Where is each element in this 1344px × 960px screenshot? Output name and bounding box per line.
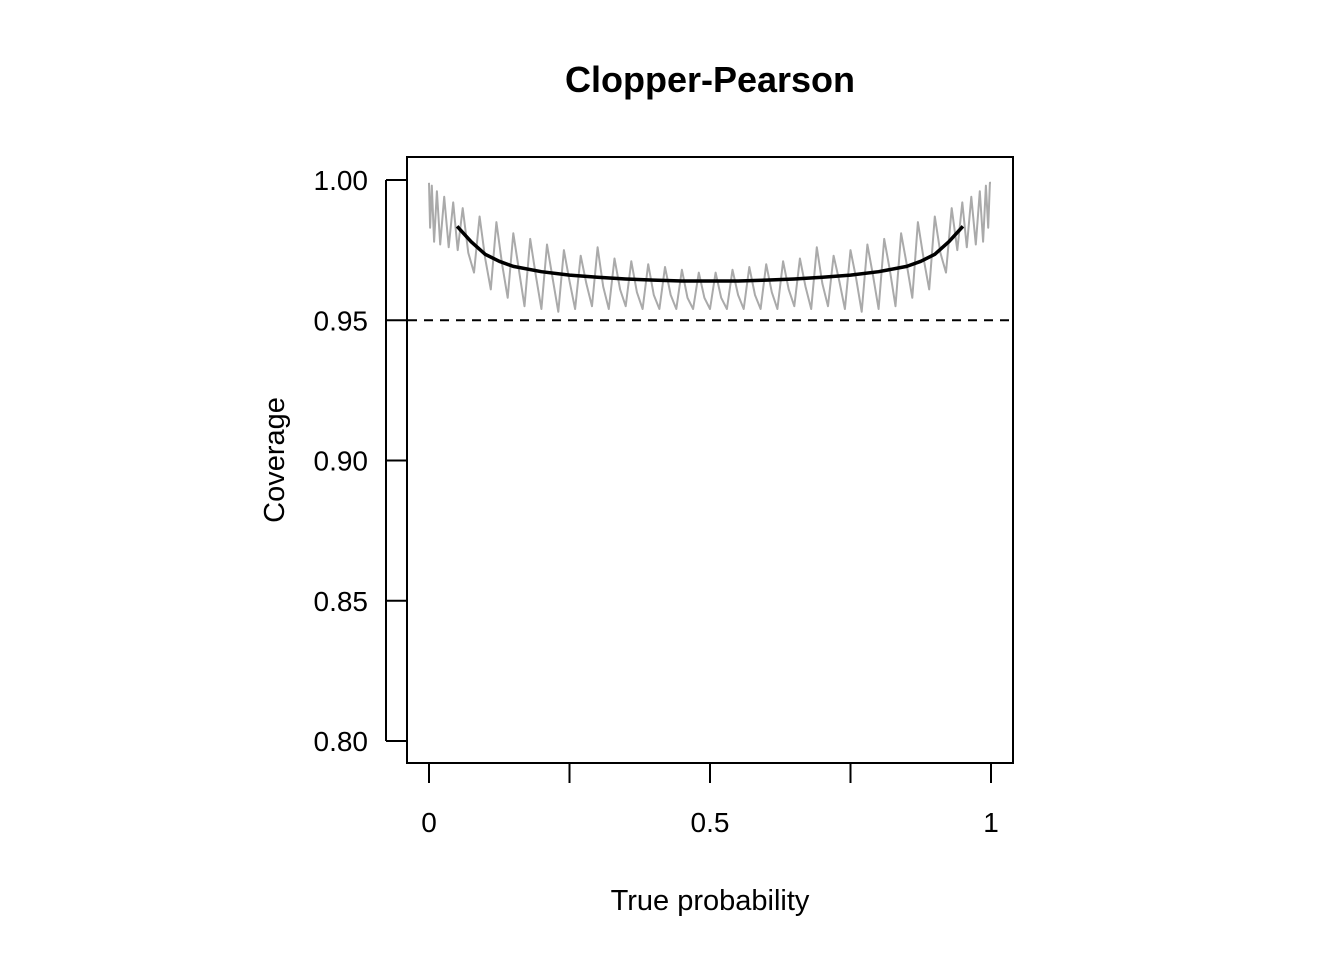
plot-frame [406, 156, 1014, 764]
smooth-coverage-line [455, 225, 965, 283]
x-axis-label: True probability [611, 885, 810, 917]
y-tick-label: 1.00 [314, 165, 369, 196]
series-layer [428, 181, 991, 313]
y-axis: 0.80 0.85 0.90 0.95 1.00 [314, 165, 407, 757]
x-axis: 0 0.5 1 [421, 762, 999, 838]
y-tick-label: 0.95 [314, 305, 369, 336]
y-tick-label: 0.90 [314, 446, 369, 477]
y-axis-label: Coverage [259, 397, 291, 523]
y-tick-label: 0.80 [314, 726, 369, 757]
x-tick-label: 0.5 [691, 807, 730, 838]
x-tick-label: 1 [983, 807, 999, 838]
y-tick-label: 0.85 [314, 586, 369, 617]
x-tick-label: 0 [421, 807, 437, 838]
chart-title: Clopper-Pearson [565, 59, 855, 100]
raw-coverage-line [428, 181, 991, 313]
